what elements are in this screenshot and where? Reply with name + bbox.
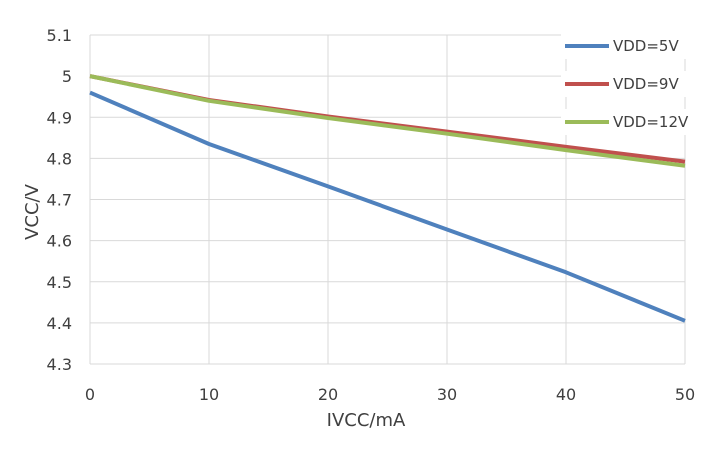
- x-tick-label: 20: [318, 385, 338, 404]
- x-tick-label: 50: [675, 385, 695, 404]
- x-tick-label: 40: [556, 385, 576, 404]
- series-line-vdd-12v: [89, 74, 686, 168]
- legend-label: VDD=12V: [613, 113, 689, 131]
- legend: VDD=5V VDD=9V VDD=12V: [561, 33, 695, 135]
- y-tick-label: 5: [62, 67, 72, 86]
- x-tick-label: 0: [85, 385, 95, 404]
- y-tick-label: 4.9: [47, 108, 72, 127]
- legend-label: VDD=9V: [613, 75, 679, 93]
- grid: [89, 34, 686, 365]
- y-axis-title: VCC/V: [22, 183, 43, 240]
- y-axis-ticks: 4.3 4.4 4.5 4.6 4.7 4.8 4.9 5 5.1: [47, 26, 72, 374]
- y-tick-label: 4.3: [47, 355, 72, 374]
- series-line-vdd-5v: [89, 90, 686, 323]
- y-tick-label: 4.7: [47, 191, 72, 210]
- x-axis-ticks: 0 10 20 30 40 50: [85, 385, 695, 404]
- y-tick-label: 5.1: [47, 26, 72, 45]
- y-tick-label: 4.4: [47, 314, 72, 333]
- y-tick-label: 4.8: [47, 149, 72, 168]
- x-tick-label: 10: [199, 385, 219, 404]
- y-tick-label: 4.5: [47, 273, 72, 292]
- legend-label: VDD=5V: [613, 37, 679, 55]
- y-tick-label: 4.6: [47, 232, 72, 251]
- x-axis-title: IVCC/mA: [327, 410, 406, 431]
- series-lines: [89, 74, 686, 323]
- x-tick-label: 30: [437, 385, 457, 404]
